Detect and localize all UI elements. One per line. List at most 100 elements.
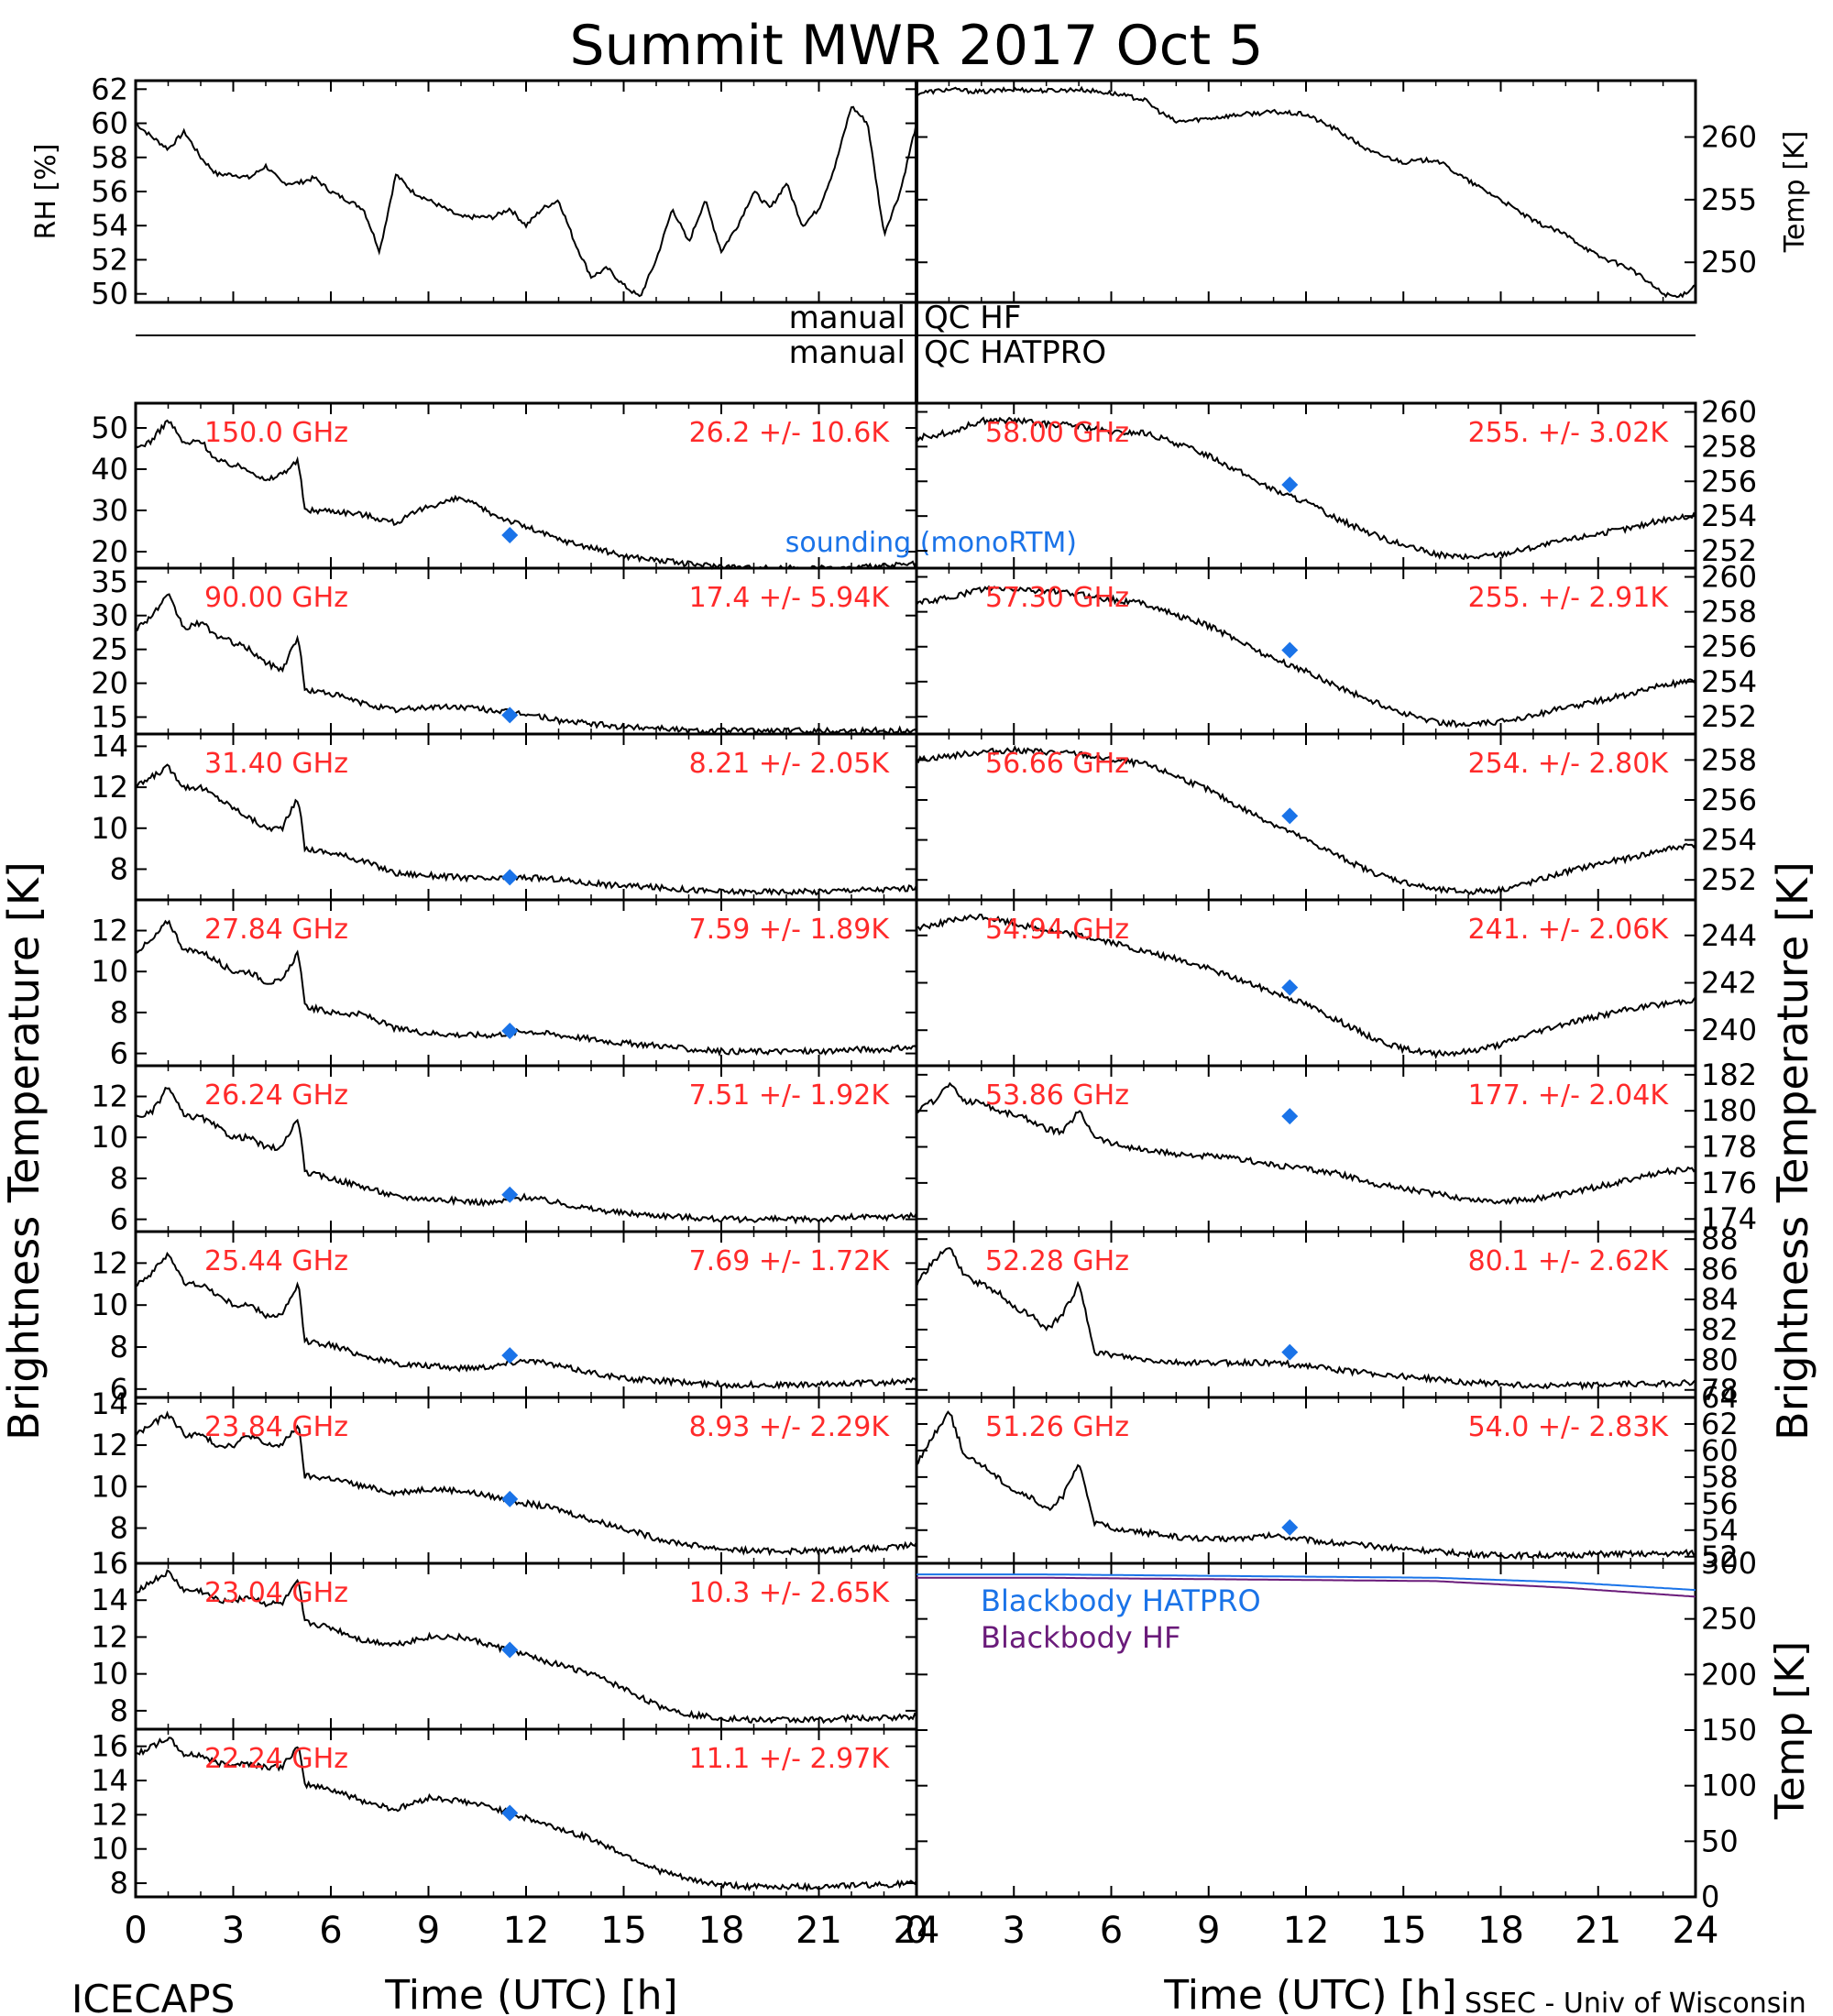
figure-title: Summit MWR 2017 Oct 5 — [570, 14, 1264, 78]
series-line-1 — [916, 1576, 1696, 1598]
y-tick-label: 258 — [1701, 742, 1757, 777]
channel-stats: 11.1 +/- 2.97K — [689, 1743, 891, 1775]
x-tick-label: 12 — [1283, 1910, 1330, 1952]
channel-label: 23.84 GHz — [204, 1411, 348, 1443]
panel-6: 6 8 10 12 26.24 GHz 7.51 +/- 1.92K — [91, 1064, 918, 1237]
y-tick-label: 10 — [91, 811, 128, 846]
y-tick-label: 12 — [91, 1245, 128, 1280]
data-line — [135, 105, 917, 298]
panel-5: 6 8 10 12 27.84 GHz 7.59 +/- 1.89K — [91, 898, 918, 1071]
y-tick-label: 6 — [110, 1372, 128, 1407]
data-line — [135, 593, 917, 736]
y-tick-label: 10 — [91, 1287, 128, 1322]
y-tick-label: 200 — [1701, 1657, 1757, 1692]
y-tick-label: 60 — [1701, 1433, 1739, 1468]
data-line — [916, 585, 1696, 729]
y-tick-label: 8 — [110, 1330, 128, 1364]
data-line — [916, 913, 1696, 1059]
y-tick-label: 14 — [91, 1386, 128, 1421]
channel-stats: 54.0 +/- 2.83K — [1468, 1411, 1670, 1443]
y-tick-label: 30 — [91, 598, 128, 633]
y-tick-label: 240 — [1701, 1013, 1757, 1047]
y-tick-label: 178 — [1701, 1130, 1757, 1165]
x-tick-label: 3 — [1003, 1910, 1026, 1952]
sounding-point — [501, 1641, 519, 1659]
y-tick-label: 242 — [1701, 966, 1757, 1001]
sounding-point — [1281, 477, 1299, 494]
y-tick-label: 62 — [1701, 1407, 1739, 1441]
data-line — [916, 1410, 1696, 1561]
y-tick-label: 174 — [1701, 1201, 1757, 1236]
y-tick-label: 8 — [110, 1693, 128, 1728]
x-tick-label: 15 — [600, 1910, 647, 1952]
qc-manual-label-2: manual — [789, 334, 906, 371]
y-tick-label: 52 — [91, 242, 128, 277]
channel-stats: 255. +/- 2.91K — [1468, 582, 1670, 614]
y-tick-label: 60 — [91, 106, 128, 141]
channel-label: 25.44 GHz — [204, 1245, 348, 1277]
data-line — [916, 85, 1696, 299]
y-tick-label: 260 — [1701, 120, 1757, 155]
channel-stats: 7.51 +/- 1.92K — [689, 1079, 891, 1112]
y-tick-label: 52 — [1701, 1539, 1739, 1574]
legend-entry: Blackbody HATPRO — [981, 1583, 1261, 1618]
channel-label: 58.00 GHz — [985, 417, 1129, 449]
channel-label: 57.30 GHz — [985, 582, 1129, 614]
y-tick-label: 252 — [1701, 699, 1757, 734]
qc-manual-label-1: manual — [789, 300, 906, 336]
x-tick-label: 0 — [905, 1910, 927, 1952]
x-tick-label: 18 — [698, 1910, 745, 1952]
y-tick-label: 254 — [1701, 823, 1757, 858]
channel-stats: 8.21 +/- 2.05K — [689, 748, 891, 780]
y-tick-label: 56 — [1701, 1486, 1739, 1521]
channel-label: 22.24 GHz — [204, 1743, 348, 1775]
qc-hatpro-label: QC HATPRO — [924, 334, 1106, 371]
y-tick-label: 300 — [1701, 1546, 1757, 1581]
y-tick-label: 50 — [91, 277, 128, 312]
x-tick-label: 12 — [503, 1910, 550, 1952]
qc-hf-label: QC HF — [924, 300, 1021, 336]
y-tick-label: 150 — [1701, 1713, 1757, 1748]
sounding-point — [501, 527, 519, 543]
y-tick-label: 56 — [91, 174, 128, 209]
y-tick-label: 260 — [1701, 560, 1757, 595]
y-tick-label: 64 — [1701, 1380, 1739, 1415]
channel-label: 54.94 GHz — [985, 914, 1129, 946]
footer-left: ICECAPS — [71, 1977, 235, 2016]
panel-2: 20 30 40 50 150.0 GHz 26.2 +/- 10.6K sounding … — [91, 401, 1077, 571]
panel-1: 250 255 260 Temp [K] — [915, 79, 1811, 304]
series-line-0 — [916, 1573, 1696, 1592]
legend-entry: Blackbody HF — [981, 1620, 1180, 1655]
y-tick-label: 252 — [1701, 862, 1757, 897]
sounding-point — [501, 1347, 519, 1364]
sounding-point — [1281, 1108, 1299, 1125]
y-tick-label: 12 — [91, 1619, 128, 1654]
channel-label: 52.28 GHz — [985, 1245, 1129, 1277]
x-tick-label: 15 — [1380, 1910, 1427, 1952]
data-line — [135, 1086, 917, 1225]
channel-stats: 17.4 +/- 5.94K — [689, 582, 891, 614]
y-tick-label: 8 — [110, 1511, 128, 1546]
y-tick-label: 50 — [91, 411, 128, 445]
y-tick-label: 0 — [1701, 1879, 1719, 1914]
panel-frame — [134, 79, 918, 304]
channel-label: 31.40 GHz — [204, 748, 348, 780]
y-tick-label: 256 — [1701, 783, 1757, 817]
data-line — [135, 1569, 917, 1725]
panel-14: 240 242 244 54.94 GHz 241. +/- 2.06K — [915, 898, 1757, 1068]
y-tick-label: 62 — [91, 71, 128, 106]
x-tick-label: 24 — [894, 1910, 940, 1952]
y-tick-label: 14 — [91, 1763, 128, 1798]
y-tick-label: 12 — [91, 1428, 128, 1463]
data-line — [135, 1410, 917, 1557]
y-tick-label: 20 — [91, 666, 128, 701]
channel-label: 150.0 GHz — [204, 417, 348, 449]
y-tick-label: 88 — [1701, 1222, 1739, 1256]
x-tick-label: 9 — [417, 1910, 440, 1952]
y-tick-label: 58 — [1701, 1460, 1739, 1495]
